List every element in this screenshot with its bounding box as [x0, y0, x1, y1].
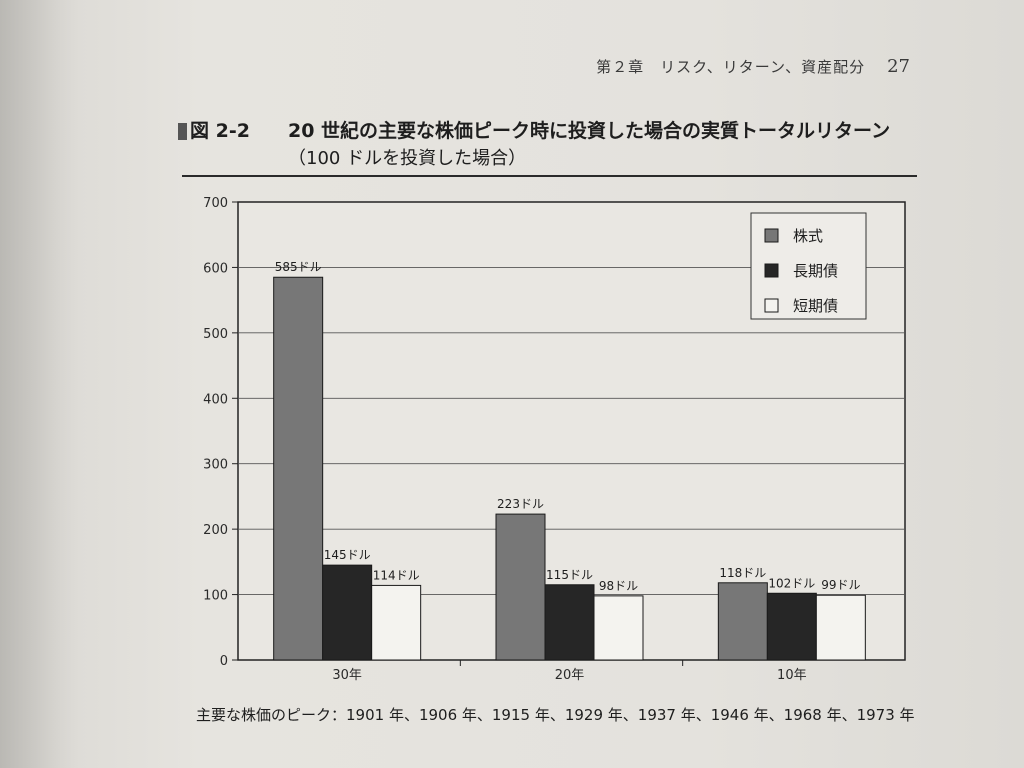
book-spine-shadow: [0, 0, 80, 768]
bar-value-label: 115ドル: [546, 568, 593, 582]
bar-stocks: [273, 276, 324, 661]
x-category-label: 30年: [332, 668, 362, 683]
bar-short-bills: [815, 594, 866, 661]
y-tick-label: 500: [203, 327, 228, 342]
bar-long-bonds: [544, 584, 595, 661]
bar-value-label: 585ドル: [275, 260, 322, 274]
y-tick-label: 100: [203, 589, 228, 604]
y-tick-label: 700: [203, 196, 228, 211]
legend-label-short-bills: 短期債: [793, 297, 838, 315]
figure-footnote: 主要な株価のピーク：1901 年、1906 年、1915 年、1929 年、19…: [196, 706, 915, 724]
legend-label-stocks: 株式: [793, 227, 823, 245]
y-tick-label: 600: [203, 261, 228, 276]
figure-title-block: 図 2-2 20 世紀の主要な株価ピーク時に投資した場合の実質トータルリターン …: [178, 118, 938, 172]
bar-short-bills: [593, 595, 644, 661]
bar-value-label: 98ドル: [599, 579, 638, 593]
figure-marker-icon: [178, 123, 187, 140]
legend-label-long-bonds: 長期債: [793, 262, 838, 280]
legend-swatch-stocks: [764, 228, 779, 243]
bar-stocks: [717, 582, 768, 661]
title-rule: [182, 175, 917, 177]
y-tick-label: 400: [203, 392, 228, 407]
bar-value-label: 223ドル: [497, 497, 544, 511]
bar-stocks: [495, 513, 546, 661]
figure-number: 図 2-2: [190, 120, 250, 142]
x-category-label: 20年: [555, 668, 585, 683]
legend-swatch-short-bills: [764, 298, 779, 313]
bar-long-bonds: [766, 592, 817, 661]
bar-short-bills: [371, 584, 422, 661]
bar-value-label: 145ドル: [324, 548, 371, 562]
bar-value-label: 114ドル: [373, 568, 420, 582]
legend-swatch-long-bonds: [764, 263, 779, 278]
x-category-label: 10年: [777, 668, 807, 683]
bar-value-label: 118ドル: [719, 566, 766, 580]
bar-long-bonds: [322, 564, 373, 661]
figure-subtitle: （100 ドルを投資した場合）: [288, 148, 527, 169]
page-number: 27: [887, 56, 910, 77]
y-tick-label: 0: [220, 654, 228, 669]
figure-title: 20 世紀の主要な株価ピーク時に投資した場合の実質トータルリターン: [288, 120, 891, 142]
y-tick-label: 300: [203, 458, 228, 473]
figure-label: 図 2-2: [178, 118, 288, 145]
running-header: 第２章 リスク、リターン、資産配分 27: [520, 56, 910, 77]
bar-value-label: 102ドル: [768, 576, 815, 590]
bar-value-label: 99ドル: [821, 578, 860, 592]
y-tick-label: 200: [203, 523, 228, 538]
chapter-title: 第２章 リスク、リターン、資産配分: [596, 58, 866, 76]
